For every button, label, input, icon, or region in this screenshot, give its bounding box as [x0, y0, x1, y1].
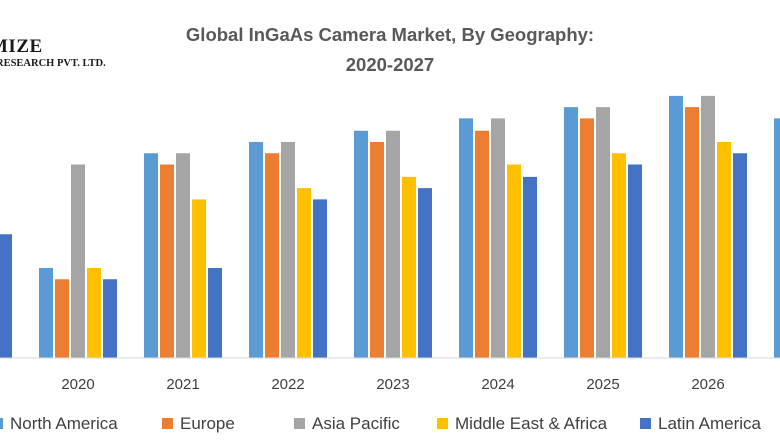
- bar-europe-2020: [55, 279, 69, 358]
- bar-north-america-2025: [564, 107, 578, 358]
- bar-latin-america-2021: [208, 268, 222, 358]
- bar-chart: 2020 2021 2022 2023 2024 2025 2026: [0, 95, 780, 393]
- bar-north-america-2024: [459, 118, 473, 358]
- bar-asia-pacific-2021: [176, 153, 190, 358]
- legend-label: North America: [10, 414, 118, 433]
- bar-latin-america-2020: [103, 279, 117, 358]
- legend-label: Middle East & Africa: [455, 414, 608, 433]
- bar-middle-east-africa-2022: [297, 188, 311, 358]
- bar-north-america-2027: [774, 118, 780, 358]
- legend-swatch: [294, 418, 305, 429]
- legend-swatch: [640, 418, 651, 429]
- bar-asia-pacific-2025: [596, 107, 610, 358]
- x-tick-label-2022: 2022: [271, 376, 304, 393]
- bar-asia-pacific-2023: [386, 130, 400, 358]
- bar-middle-east-africa-2025: [612, 153, 626, 358]
- legend-label: Europe: [180, 414, 235, 433]
- x-tick-label-2021: 2021: [166, 376, 199, 393]
- bar-middle-east-africa-2023: [402, 176, 416, 358]
- bar-latin-america-2022: [313, 199, 327, 358]
- x-tick-label-2023: 2023: [376, 376, 409, 393]
- x-tick-label-2026: 2026: [691, 376, 724, 393]
- bar-north-america-2026: [669, 95, 683, 358]
- logo-text-line2: RESEARCH PVT. LTD.: [0, 58, 106, 69]
- bar-latin-america-2023: [418, 188, 432, 358]
- bar-europe-2024: [475, 130, 489, 358]
- bar-middle-east-africa-2020: [87, 268, 101, 358]
- bar-north-america-2023: [354, 130, 368, 358]
- chart-title-line2: 2020-2027: [345, 54, 435, 75]
- bar-north-america-2020: [39, 268, 53, 358]
- bar-latin-america-2026: [733, 153, 747, 358]
- bar-europe-2021: [160, 164, 174, 358]
- bar-latin-america-2024: [523, 176, 537, 358]
- bar-latin-america-2025: [628, 164, 642, 358]
- bar-europe-2022: [265, 153, 279, 358]
- legend-swatch: [437, 418, 448, 429]
- bar-middle-east-africa-2024: [507, 164, 521, 358]
- legend-label: Asia Pacific: [312, 414, 400, 433]
- bar-group: [0, 95, 780, 358]
- logo-text-line1: MIZE: [0, 36, 43, 57]
- x-tick-label-2025: 2025: [586, 376, 619, 393]
- x-tick-labels: 2020 2021 2022 2023 2024 2025 2026: [61, 376, 724, 393]
- chart-title-line1: Global InGaAs Camera Market, By Geograph…: [185, 24, 595, 45]
- bar-asia-pacific-2022: [281, 142, 295, 358]
- bar-europe-2026: [685, 107, 699, 358]
- company-logo: MIZE RESEARCH PVT. LTD.: [0, 36, 120, 76]
- bar-europe-2023: [370, 142, 384, 358]
- legend-swatch: [162, 418, 173, 429]
- bar-middle-east-africa-2026: [717, 142, 731, 358]
- bar-latin-america-2019: [0, 234, 12, 358]
- bar-asia-pacific-2024: [491, 118, 505, 358]
- legend-label: Latin America: [658, 414, 761, 433]
- bar-europe-2025: [580, 118, 594, 358]
- bar-north-america-2021: [144, 153, 158, 358]
- x-tick-label-2020: 2020: [61, 376, 94, 393]
- bar-middle-east-africa-2021: [192, 199, 206, 358]
- x-tick-label-2024: 2024: [481, 376, 514, 393]
- bar-asia-pacific-2026: [701, 95, 715, 358]
- legend-swatch: [0, 418, 3, 429]
- chart-title: Global InGaAs Camera Market, By Geograph…: [120, 20, 660, 80]
- bar-asia-pacific-2020: [71, 164, 85, 358]
- bar-north-america-2022: [249, 142, 263, 358]
